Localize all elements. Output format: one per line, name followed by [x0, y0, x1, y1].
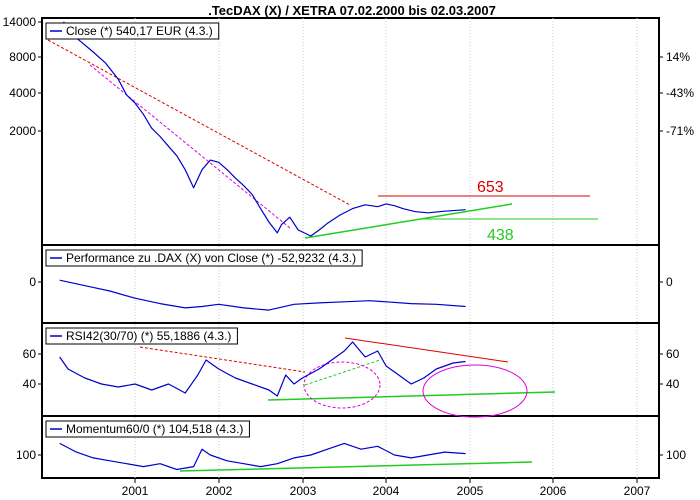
momentum-series-line [59, 442, 466, 471]
axis-ticks: 2001 2002 2003 2004 2005 2006 2007140008000400… [3, 15, 695, 498]
price-left-tick-label: 8000 [9, 50, 36, 64]
x-tick-label-2003: 2003 [290, 484, 317, 498]
momentum-green-uptrend [179, 461, 533, 472]
price-right-tick-label: 14% [666, 50, 690, 64]
price-left-tick-label: 4000 [9, 86, 36, 100]
momentum-legend-box [45, 420, 250, 438]
price-magenta-downtrend [89, 64, 291, 229]
momentum-legend-text: Momentum60/0 (*) 104,518 (4.3.) [66, 422, 243, 436]
rsi-right-tick-label: 40 [666, 377, 680, 391]
momentum-right-tick-label: 100 [666, 448, 686, 462]
performance-right-tick-label: 0 [666, 275, 673, 289]
price-red-downtrend [47, 39, 351, 206]
x-tick-label-2004: 2004 [373, 484, 400, 498]
price-legend-box [45, 22, 220, 40]
price-green-uptrend [304, 203, 513, 239]
x-tick-label-2005: 2005 [457, 484, 484, 498]
rsi-red-downtrend [344, 337, 509, 363]
rsi-green-dashed-uptrend [304, 359, 381, 386]
chart-title: .TecDAX (X) / XETRA 07.02.2000 bis 02.03… [208, 3, 496, 18]
rsi-legend-text: RSI42(30/70) (*) 55,1886 (4.3.) [66, 329, 231, 343]
level-653-label: 653 [477, 179, 504, 196]
performance-legend: Performance zu .DAX (X) von Close (*) -5… [45, 249, 363, 267]
price-legend-text: Close (*) 540,17 EUR (4.3.) [66, 24, 213, 38]
rsi-left-tick-label: 40 [23, 377, 37, 391]
rsi-right-tick-label: 60 [666, 347, 680, 361]
performance-left-tick-label: 0 [29, 275, 36, 289]
price-left-tick-label: 2000 [9, 124, 36, 138]
price-series-line [59, 21, 466, 237]
price-right-tick-label: -71% [666, 124, 694, 138]
price-right-tick-label: -43% [666, 86, 694, 100]
performance-series-line [59, 279, 466, 311]
rsi-magenta-circle [422, 364, 528, 418]
legends: Close (*) 540,17 EUR (4.3.) Performance z… [45, 22, 363, 438]
x-tick-label-2006: 2006 [540, 484, 567, 498]
performance-legend-box [45, 249, 363, 267]
rsi-red-dashed-downtrend [139, 346, 306, 373]
momentum-panel-frame [41, 415, 660, 479]
rsi-magenta-dashed-circle [303, 361, 381, 409]
rsi-series-line [59, 341, 466, 397]
x-tick-label-2002: 2002 [206, 484, 233, 498]
x-tick-label-2007: 2007 [624, 484, 651, 498]
annotations: 653 438 [47, 39, 598, 472]
year-gridlines [134, 18, 638, 478]
price-legend: Close (*) 540,17 EUR (4.3.) [45, 22, 220, 40]
rsi-legend-box [45, 327, 238, 345]
rsi-legend: RSI42(30/70) (*) 55,1886 (4.3.) [45, 327, 238, 345]
momentum-left-tick-label: 100 [16, 448, 36, 462]
rsi-left-tick-label: 60 [23, 347, 37, 361]
series [59, 21, 466, 471]
level-438-label: 438 [487, 227, 514, 244]
rsi-green-support [267, 391, 556, 401]
performance-legend-text: Performance zu .DAX (X) von Close (*) -5… [66, 251, 356, 265]
momentum-legend: Momentum60/0 (*) 104,518 (4.3.) [45, 420, 250, 438]
price-left-tick-label: 14000 [3, 15, 37, 29]
x-tick-label-2001: 2001 [122, 484, 149, 498]
